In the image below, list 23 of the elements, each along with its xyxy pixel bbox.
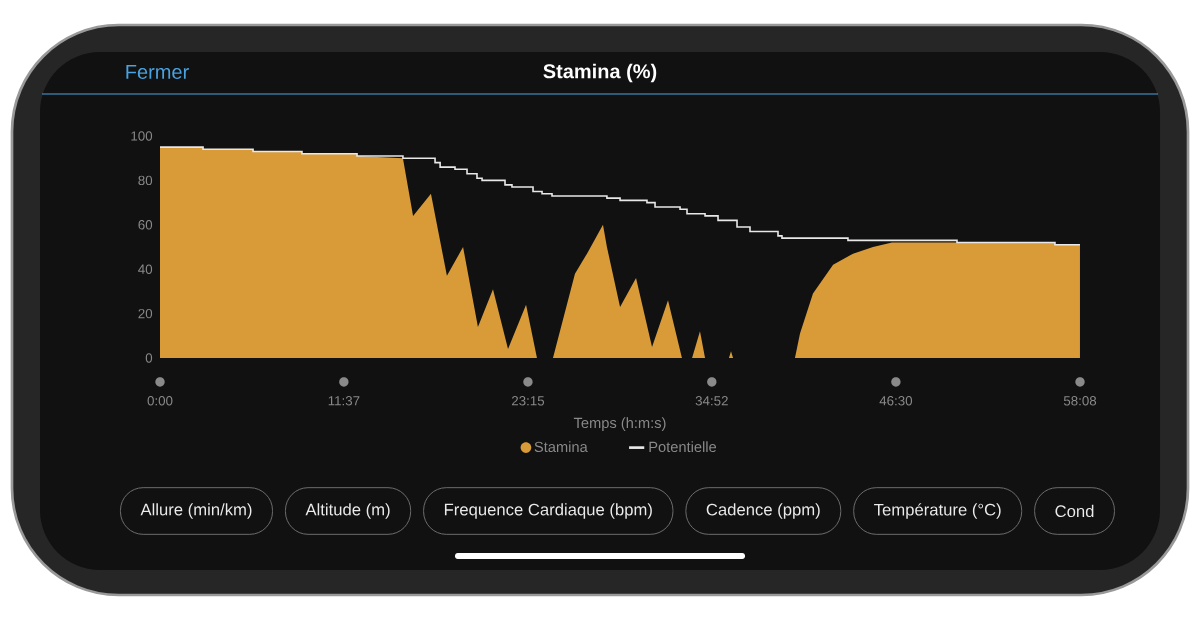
x-tick-label: 0:00 — [147, 396, 173, 406]
y-tick-label: 0 — [145, 353, 153, 363]
y-tick-label: 40 — [138, 264, 153, 274]
x-tick-label: 46:30 — [879, 396, 913, 406]
text: Allure (min/km) — [140, 503, 252, 519]
y-tick-label: 80 — [138, 175, 153, 186]
x-tick-label: 58:08 — [1063, 396, 1097, 406]
legend-label: Potentielle — [649, 441, 717, 453]
x-tick-label: 34:52 — [695, 396, 728, 406]
y-tick-label: 100 — [131, 131, 153, 141]
x-tick-label: 23:15 — [511, 396, 545, 406]
text: Cadence (ppm) — [706, 503, 820, 519]
text: Altitude (m) — [305, 503, 390, 519]
x-tick-label: 11:37 — [328, 396, 360, 406]
text: Frequence Cardiaque (bpm) — [444, 503, 652, 519]
text: Température (°C) — [874, 503, 1001, 519]
y-tick-label: 20 — [138, 308, 153, 319]
legend-label: Stamina — [534, 441, 588, 453]
x-axis-title: Temps (h:m:s) — [573, 417, 666, 431]
text: Fermer — [126, 65, 189, 79]
y-tick-label: 60 — [138, 220, 153, 230]
chart-title: Stamina (%) — [543, 63, 657, 83]
text: Cond — [1055, 504, 1094, 518]
